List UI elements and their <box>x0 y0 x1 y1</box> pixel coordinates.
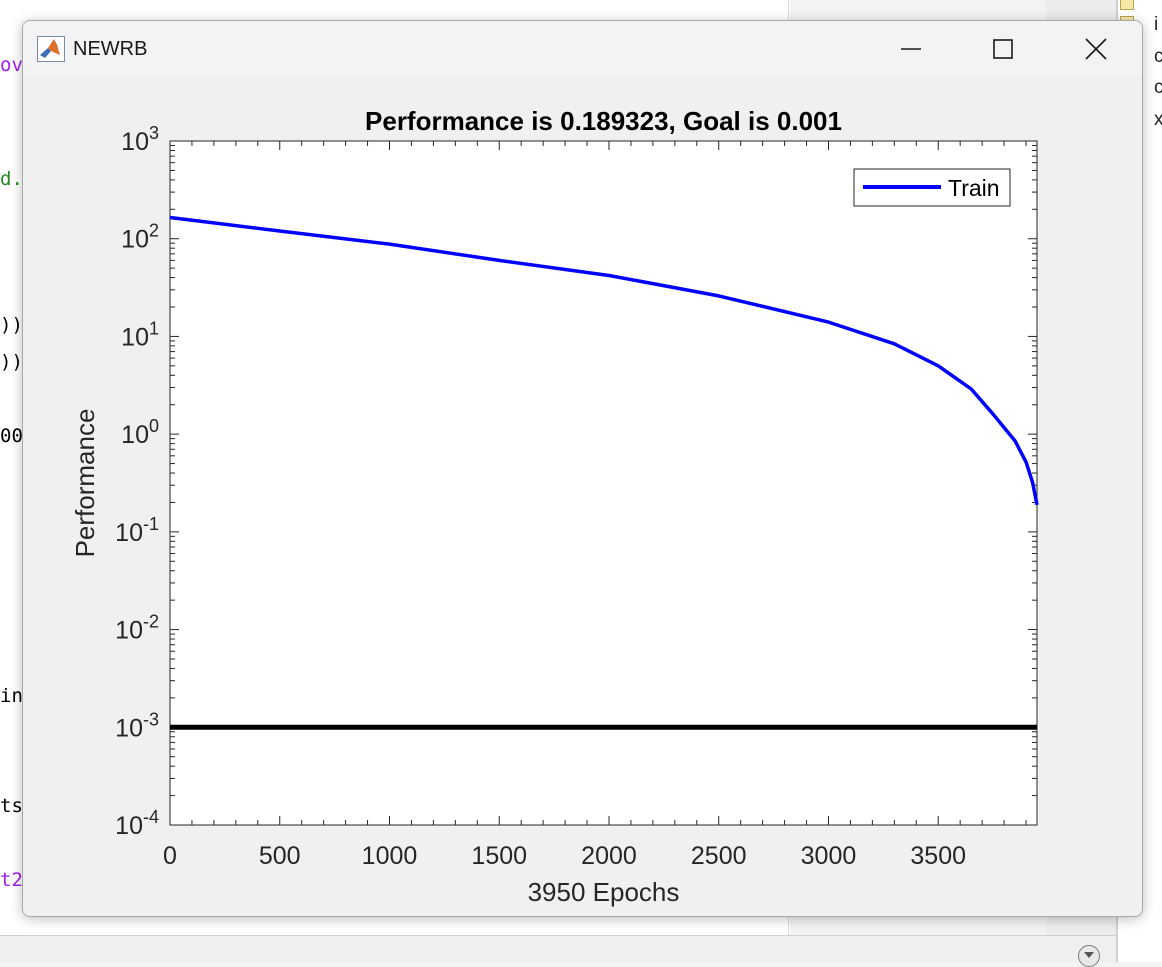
title-bar[interactable]: NEWRB <box>23 21 1142 77</box>
workspace-variable-name: x <box>1154 109 1162 130</box>
code-fragment: )) <box>0 314 23 336</box>
scroll-down-button[interactable] <box>1078 945 1100 967</box>
performance-chart: Performance is 0.189323, Goal is 0.001 0 5… <box>70 106 1039 907</box>
x-tick-label: 2000 <box>581 842 637 870</box>
legend: Train <box>853 168 1011 207</box>
code-fragment: d. <box>0 168 23 190</box>
x-tick-label: 3000 <box>801 842 857 870</box>
x-tick-label: 1500 <box>471 842 527 870</box>
status-bar <box>0 935 1116 962</box>
x-axis-label: 3950 Epochs <box>528 877 680 907</box>
workspace-variable-name: c <box>1154 77 1162 98</box>
y-tick-label: 103 <box>121 123 159 156</box>
x-tick-label: 0 <box>163 842 177 870</box>
x-tick-label: 3500 <box>910 842 966 870</box>
y-tick-label: 102 <box>121 221 159 254</box>
figure-window: NEWRB Performance is 0.189323, Goal is 0… <box>22 20 1143 917</box>
code-fragment: t2 <box>0 869 23 891</box>
code-fragment: )) <box>0 351 23 373</box>
close-icon <box>1085 38 1107 60</box>
y-tick-label: 10-1 <box>115 514 159 547</box>
y-tick-label: 10-3 <box>115 709 159 742</box>
series-line-train <box>169 215 1039 506</box>
x-tick-label: 2500 <box>691 842 747 870</box>
minimize-button[interactable] <box>888 29 934 69</box>
code-fragment: ov <box>0 54 23 76</box>
maximize-button[interactable] <box>980 29 1026 69</box>
x-tick-label: 1000 <box>362 842 418 870</box>
workspace-row[interactable] <box>1120 0 1162 16</box>
maximize-icon <box>993 39 1013 59</box>
minimize-icon <box>901 48 921 50</box>
plot-area <box>169 140 1038 826</box>
window-title: NEWRB <box>73 38 148 60</box>
close-button[interactable] <box>1073 29 1119 69</box>
code-fragment: 00 <box>0 425 23 447</box>
y-tick-label: 10-4 <box>115 807 159 840</box>
matlab-logo-icon <box>37 36 65 62</box>
code-fragment: ts <box>0 795 23 817</box>
legend-label-train: Train <box>948 175 1000 201</box>
y-tick-label: 101 <box>121 318 159 351</box>
y-tick-label: 100 <box>121 416 159 449</box>
y-axis-label: Performance <box>70 409 100 558</box>
x-tick-label: 500 <box>259 842 301 870</box>
chart-title: Performance is 0.189323, Goal is 0.001 <box>365 106 842 136</box>
workspace-variable-name: c <box>1154 46 1162 67</box>
workspace-variable-name: i <box>1154 14 1159 35</box>
variable-icon <box>1120 0 1134 10</box>
y-tick-label: 10-2 <box>115 612 159 645</box>
